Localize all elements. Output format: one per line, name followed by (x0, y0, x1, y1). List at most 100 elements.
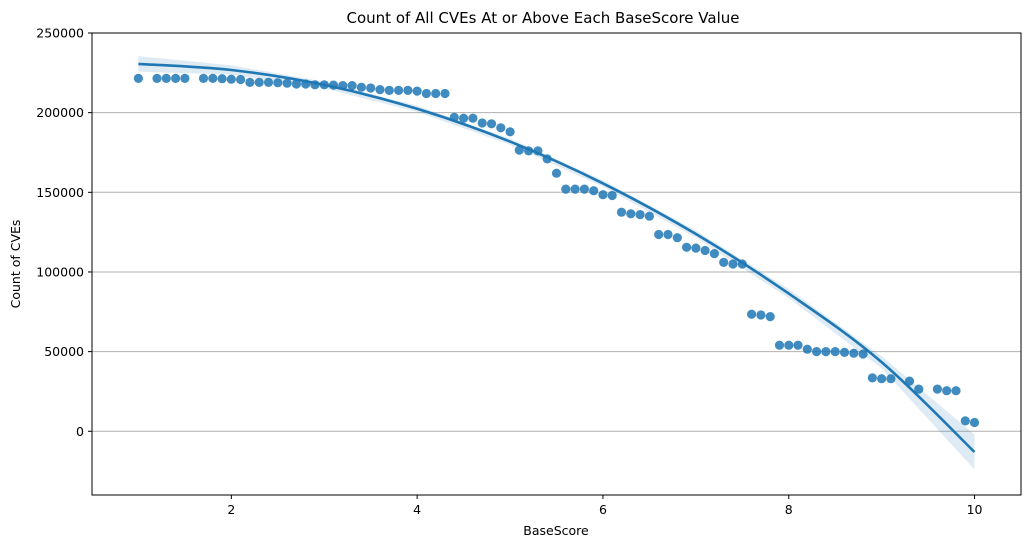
data-point-25 (384, 85, 394, 95)
data-point-84 (951, 386, 961, 396)
data-point-37 (496, 123, 506, 133)
data-point-50 (616, 207, 627, 217)
data-point-31 (440, 88, 450, 99)
x-tick-label-0: 2 (227, 502, 235, 517)
plot-frame (91, 32, 1022, 496)
y-axis-ticks: 0 50000 100000 150000 200000 250000 (36, 26, 92, 439)
data-point-46 (579, 184, 590, 194)
data-point-75 (849, 348, 859, 358)
confidence-band-area (138, 56, 975, 470)
data-point-64 (747, 309, 757, 319)
data-point-30 (431, 88, 441, 99)
confidence-band (138, 56, 975, 470)
x-axis-ticks: 2 4 6 8 10 (227, 495, 983, 517)
data-point-28 (412, 86, 422, 96)
fit-line-path (138, 62, 976, 453)
data-point-1 (152, 73, 162, 83)
data-point-29 (421, 88, 431, 99)
data-point-47 (589, 186, 599, 196)
data-point-27 (403, 85, 413, 95)
data-point-79 (886, 374, 896, 384)
data-point-58 (691, 243, 701, 253)
x-axis-label: BaseScore (523, 523, 589, 538)
data-point-53 (644, 211, 655, 221)
data-point-62 (728, 259, 738, 269)
data-point-36 (486, 119, 497, 129)
data-point-82 (932, 384, 943, 394)
data-point-61 (719, 257, 729, 267)
data-point-51 (626, 209, 636, 219)
data-point-38 (505, 127, 515, 137)
data-point-77 (867, 373, 878, 383)
data-point-86 (969, 417, 980, 428)
data-point-8 (226, 74, 236, 84)
data-point-34 (468, 113, 478, 123)
x-tick-label-2: 6 (599, 502, 607, 517)
data-point-71 (812, 347, 822, 357)
data-point-3 (171, 73, 181, 83)
data-point-23 (366, 83, 376, 93)
data-point-22 (356, 82, 366, 92)
data-point-76 (858, 349, 868, 359)
data-point-6 (208, 73, 218, 83)
data-point-55 (663, 229, 673, 240)
data-point-26 (394, 85, 404, 95)
data-point-35 (477, 118, 487, 128)
data-point-80 (904, 376, 915, 386)
data-point-85 (960, 416, 970, 426)
data-point-33 (459, 113, 469, 123)
data-points (133, 73, 980, 428)
y-tick-label-4: 200000 (36, 105, 84, 120)
data-point-5 (198, 73, 209, 83)
y-tick-label-5: 250000 (36, 26, 84, 41)
data-point-7 (217, 74, 227, 84)
x-tick-label-3: 8 (785, 502, 793, 517)
data-point-13 (273, 78, 283, 88)
data-point-54 (654, 229, 664, 240)
y-tick-label-2: 100000 (36, 264, 84, 279)
y-axis-label: Count of CVEs (8, 220, 23, 309)
data-point-69 (793, 340, 803, 350)
data-point-73 (830, 347, 840, 357)
data-point-4 (180, 73, 190, 83)
x-tick-label-1: 4 (413, 502, 421, 517)
data-point-15 (291, 79, 301, 89)
data-point-74 (839, 347, 850, 357)
data-point-49 (607, 190, 617, 201)
data-point-68 (784, 340, 794, 350)
data-point-12 (263, 77, 274, 87)
data-point-81 (914, 384, 924, 394)
data-point-10 (245, 77, 255, 87)
data-point-9 (236, 74, 246, 85)
data-point-66 (765, 312, 775, 322)
grid-lines (92, 32, 1021, 432)
data-point-43 (551, 168, 562, 178)
data-point-14 (282, 78, 292, 88)
data-point-11 (254, 77, 264, 87)
data-point-70 (802, 344, 812, 354)
data-point-48 (598, 190, 608, 200)
fit-line (138, 62, 976, 453)
data-point-59 (700, 245, 710, 256)
data-point-39 (514, 145, 524, 155)
data-point-56 (672, 233, 682, 243)
data-point-24 (375, 85, 385, 95)
y-tick-label-0: 0 (76, 424, 84, 439)
data-point-2 (161, 73, 171, 83)
data-point-57 (682, 242, 692, 252)
data-point-0 (133, 73, 143, 83)
data-point-21 (347, 81, 357, 91)
data-point-60 (709, 249, 720, 259)
data-point-44 (561, 184, 571, 194)
data-point-83 (942, 386, 952, 396)
y-tick-label-1: 50000 (44, 344, 84, 359)
chart-title: Count of All CVEs At or Above Each BaseS… (347, 9, 740, 27)
data-point-45 (570, 184, 580, 194)
data-point-72 (821, 347, 831, 357)
x-tick-label-4: 10 (967, 502, 983, 517)
data-point-52 (635, 210, 645, 220)
y-tick-label-3: 150000 (36, 185, 84, 200)
data-point-67 (774, 340, 785, 350)
data-point-78 (877, 374, 887, 384)
